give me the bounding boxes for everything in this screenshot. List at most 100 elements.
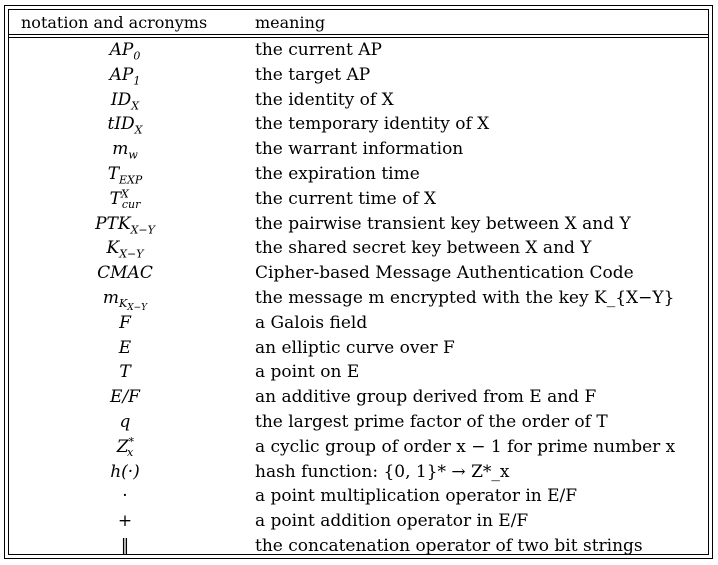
notation-cell: KX−Y [9,236,241,261]
notation-cell: PTKX−Y [9,212,241,237]
table-header-row: notation and acronyms meaning [9,12,708,34]
notation-symbol: AP [109,40,134,60]
table-row: CMAC Cipher-based Message Authentication … [9,261,708,286]
notation-cell: AP0 [9,38,241,63]
table-row: tIDX the temporary identity of X [9,112,708,137]
notation-symbol: tID [107,114,135,135]
table-row: TEXP the expiration time [9,162,708,187]
notation-cell: tIDX [9,112,241,137]
notation-symbol: F [119,312,131,333]
notation-symbol: h(·) [110,461,140,482]
table-row: h(·) hash function: {0, 1}* → Z*_x [9,460,708,485]
meaning-cell: a cyclic group of order x − 1 for prime … [255,436,676,457]
notation-symbol: · [122,486,128,507]
notation-symbol: E [118,337,132,358]
notation-superscript: X [120,187,129,201]
notation-symbol: q [119,411,131,432]
notation-subscript: w [128,148,138,162]
table-inner-border: notation and acronyms meaning AP0 the cur… [8,9,709,556]
table-row: PTKX−Y the pairwise transient key between… [9,212,708,237]
notation-cell: E/F [9,385,241,410]
notation-subscript: x [127,446,134,460]
notation-cell: CMAC [9,261,241,286]
notation-symbol: CMAC [97,263,153,284]
notation-cell: mw [9,137,241,162]
meaning-cell: the identity of X [255,89,394,110]
notation-subscript: EXP [119,173,143,187]
table-row: q the largest prime factor of the order o… [9,410,708,435]
notation-subscript: X [131,98,140,112]
notation-symbol: ‖ [120,535,130,556]
notation-subscript: 1 [133,74,141,88]
notation-cell: AP1 [9,63,241,88]
table-outer-border: notation and acronyms meaning AP0 the cur… [4,5,713,559]
notation-symbol: PTK [95,213,131,234]
table-row: mw the warrant information [9,137,708,162]
notation-symbol: K [106,238,120,259]
meaning-cell: the temporary identity of X [255,114,490,135]
meaning-cell: the expiration time [255,163,420,184]
notation-symbol: T [119,362,131,383]
table-row: · a point multiplication operator in E/F [9,484,708,509]
meaning-cell: a point on E [255,362,360,383]
table-row: KX−Y the shared secret key between X and … [9,236,708,261]
notation-subscript: cur [121,198,141,212]
notation-cell: Z*x [9,435,241,460]
meaning-cell: a point multiplication operator in E/F [255,486,578,507]
notation-superscript: * [128,435,135,449]
notation-cell: · [9,484,241,509]
notation-subscript: X−Y [130,222,155,236]
meaning-cell: the warrant information [255,139,464,160]
notation-cell: E [9,336,241,361]
header-rule-bottom [9,37,708,38]
meaning-cell: the current time of X [255,188,437,209]
meaning-cell: the largest prime factor of the order of… [255,411,608,432]
notation-cell: q [9,410,241,435]
notation-subscript: X [134,123,143,137]
notation-symbol: m [112,139,129,160]
notation-subscript: X−Y [119,247,144,261]
notation-subsubscript: X−Y [127,303,148,314]
meaning-cell: the concatenation operator of two bit st… [255,535,643,556]
notation-symbol: m [102,287,119,308]
table-row: mKX−Y the message m encrypted with the ke… [9,286,708,314]
notation-symbol: T [109,188,121,209]
meaning-cell: the message m encrypted with the key K_{… [255,287,675,308]
table-row: Z*x a cyclic group of order x − 1 for pri… [9,435,708,460]
notation-subscript: KX−Y [119,297,148,314]
table-row: TXcur the current time of X [9,187,708,212]
notation-symbol: ID [110,89,132,110]
meaning-cell: the target AP [255,64,371,85]
meaning-cell: an elliptic curve over F [255,337,455,358]
table-row: ‖ the concatenation operator of two bit s… [9,534,708,559]
header-meaning: meaning [255,13,326,32]
table-row: + a point addition operator in E/F [9,509,708,534]
header-notation: notation and acronyms [21,13,208,32]
notation-cell: + [9,509,241,534]
meaning-cell: the current AP [255,40,382,60]
notation-cell: T [9,360,241,385]
notation-cell: TEXP [9,162,241,187]
notation-symbol: + [117,511,133,532]
meaning-cell: the shared secret key between X and Y [255,238,592,259]
meaning-cell: a Galois field [255,312,368,333]
notation-cell: ‖ [9,534,241,559]
meaning-cell: Cipher-based Message Authentication Code [255,263,634,284]
notation-subscript: 0 [133,49,141,63]
notation-cell: h(·) [9,460,241,485]
notation-symbol: AP [109,64,134,85]
notation-symbol: T [107,163,120,184]
meaning-cell: an additive group derived from E and F [255,387,597,408]
table-row: E/F an additive group derived from E and … [9,385,708,410]
header-rule-top [9,34,708,35]
notation-cell: F [9,311,241,336]
table-body: AP0 the current AP AP1 the target AP IDX the … [9,38,708,559]
table-row: AP1 the target AP [9,63,708,88]
meaning-cell: hash function: {0, 1}* → Z*_x [255,461,510,482]
table-row: AP0 the current AP [9,38,708,63]
meaning-cell: a point addition operator in E/F [255,511,529,532]
notation-cell: TXcur [9,187,241,212]
